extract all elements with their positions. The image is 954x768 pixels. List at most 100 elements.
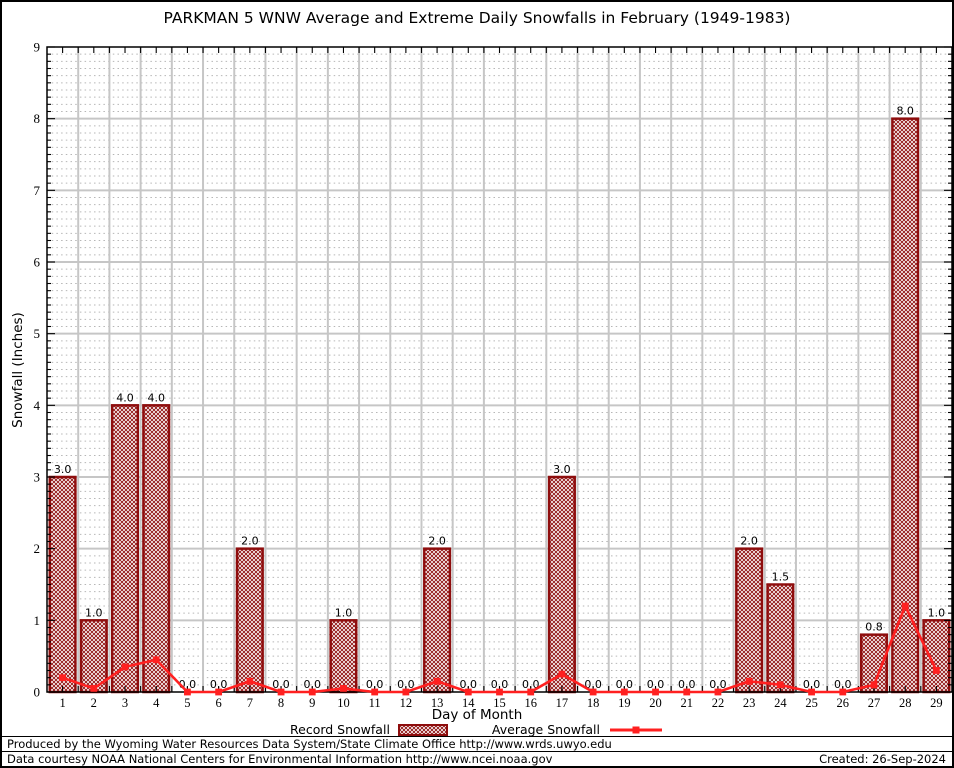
record-bar-day-13 (423, 547, 452, 694)
average-marker-day-26 (839, 688, 847, 696)
average-marker-day-15 (496, 688, 503, 696)
legend-item-record: Record Snowfall (290, 722, 448, 737)
average-marker-day-18 (589, 688, 597, 696)
x-tick-label-12: 12 (400, 696, 413, 710)
average-marker-day-22 (714, 688, 722, 696)
record-swatch-icon (397, 723, 448, 736)
bar-value-label-day-28: 8.0 (896, 105, 914, 118)
x-tick-label-21: 21 (680, 696, 693, 710)
bar-value-label-day-18: 0.0 (584, 678, 602, 691)
average-marker-day-20 (652, 688, 659, 696)
record-bar-day-3 (110, 404, 140, 694)
bar-value-label-day-20: 0.0 (647, 678, 665, 691)
bar-value-label-day-10: 1.0 (335, 606, 353, 619)
average-marker-day-6 (215, 688, 223, 696)
y-tick-label-7: 7 (34, 183, 41, 198)
bar-value-label-day-21: 0.0 (678, 678, 696, 691)
x-tick-label-22: 22 (712, 696, 725, 710)
average-marker-day-13 (433, 677, 441, 685)
bar-value-label-day-4: 4.0 (147, 391, 165, 404)
y-tick-label-4: 4 (34, 398, 41, 413)
bar-value-label-day-3: 4.0 (116, 391, 134, 404)
legend-item-average: Average Snowfall (492, 722, 664, 737)
y-tick-label-0: 0 (34, 685, 41, 700)
x-tick-label-19: 19 (618, 696, 631, 710)
average-marker-day-10 (340, 685, 347, 692)
x-tick-label-6: 6 (216, 696, 222, 710)
footer-produced-by: Produced by the Wyoming Water Resources … (2, 736, 952, 752)
x-tick-label-27: 27 (868, 696, 881, 710)
x-tick-label-17: 17 (556, 696, 569, 710)
bar-value-label-day-24: 1.5 (772, 571, 790, 584)
x-tick-label-14: 14 (462, 696, 475, 710)
legend: Record Snowfall Average Snowfall (2, 722, 952, 737)
x-tick-label-2: 2 (91, 696, 97, 710)
record-bar-day-23 (735, 547, 764, 694)
average-marker-day-7 (246, 677, 254, 685)
average-marker-day-4 (152, 656, 160, 664)
y-tick-label-3: 3 (34, 470, 41, 485)
record-bar-day-4 (142, 404, 171, 694)
bar-value-label-day-9: 0.0 (304, 678, 322, 691)
footer-row: Data courtesy NOAA National Centers for … (2, 752, 952, 766)
x-tick-label-10: 10 (337, 696, 350, 710)
y-axis-title: Snowfall (Inches) (10, 312, 26, 428)
bar-value-label-day-17: 3.0 (553, 463, 571, 476)
bar-value-label-day-1: 3.0 (54, 463, 72, 476)
record-bar-day-24 (766, 583, 795, 694)
bar-value-label-day-19: 0.0 (616, 678, 634, 691)
x-tick-label-26: 26 (837, 696, 850, 710)
bar-value-label-day-25: 0.0 (803, 678, 821, 691)
record-bar-day-17 (547, 475, 576, 694)
legend-record-label: Record Snowfall (290, 722, 390, 737)
bar-value-label-day-26: 0.0 (834, 678, 852, 691)
record-bar-day-1 (48, 475, 77, 694)
chart-title: PARKMAN 5 WNW Average and Extreme Daily … (163, 9, 791, 27)
average-marker-day-23 (745, 677, 753, 685)
x-tick-label-1: 1 (59, 696, 65, 710)
average-marker-day-1 (59, 674, 67, 682)
x-tick-label-25: 25 (805, 696, 818, 710)
average-marker-day-17 (558, 670, 566, 678)
record-bar-day-10 (329, 619, 358, 694)
bar-value-label-day-11: 0.0 (366, 678, 384, 691)
x-tick-label-13: 13 (431, 696, 444, 710)
x-tick-label-28: 28 (899, 696, 912, 710)
bar-value-label-day-27: 0.8 (865, 621, 883, 634)
x-tick-label-5: 5 (184, 696, 190, 710)
x-tick-label-16: 16 (524, 696, 537, 710)
average-marker-day-2 (90, 685, 98, 692)
bar-value-label-day-13: 2.0 (428, 535, 446, 548)
x-tick-label-24: 24 (774, 696, 787, 710)
x-tick-label-9: 9 (309, 696, 315, 710)
x-tick-label-15: 15 (493, 696, 506, 710)
x-tick-label-11: 11 (369, 696, 381, 710)
y-tick-label-5: 5 (34, 326, 41, 341)
average-marker-day-21 (683, 688, 691, 696)
bar-value-label-day-23: 2.0 (740, 535, 758, 548)
average-marker-day-27 (870, 681, 878, 689)
footer-created-date: Created: 26-Sep-2024 (819, 752, 946, 766)
bar-value-label-day-2: 1.0 (85, 606, 103, 619)
average-line-icon (609, 726, 662, 733)
record-bar-day-7 (235, 547, 264, 694)
average-marker-day-28 (901, 602, 909, 610)
y-tick-label-9: 9 (34, 40, 41, 55)
average-marker-day-14 (464, 688, 472, 696)
average-marker-day-29 (932, 667, 940, 674)
average-marker-day-11 (371, 688, 379, 696)
y-tick-label-2: 2 (34, 541, 41, 556)
bar-value-label-day-16: 0.0 (522, 678, 540, 691)
y-tick-label-6: 6 (34, 255, 41, 270)
average-marker-day-8 (277, 688, 285, 696)
bar-value-label-day-15: 0.0 (491, 678, 509, 691)
bar-value-label-day-6: 0.0 (210, 678, 228, 691)
bar-value-label-day-29: 1.0 (928, 606, 946, 619)
record-bar-day-2 (79, 619, 108, 694)
x-tick-label-23: 23 (743, 696, 756, 710)
average-marker-day-3 (121, 663, 129, 671)
x-tick-label-8: 8 (278, 696, 284, 710)
average-marker-day-19 (620, 688, 628, 696)
